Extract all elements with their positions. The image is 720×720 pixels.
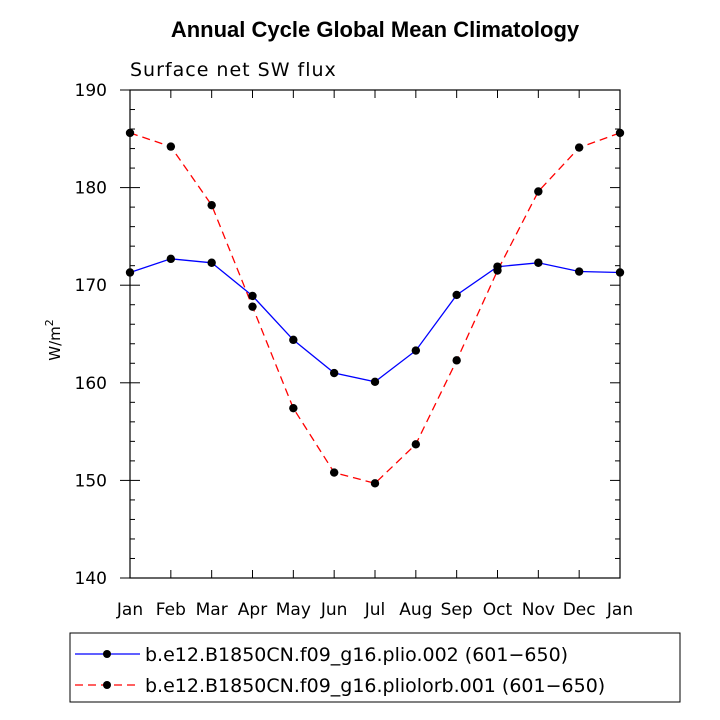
y-tick-label: 160 [75, 374, 107, 394]
legend-entry-1: b.e12.B1850CN.f09_g16.plio.002 (601−650) [75, 644, 568, 666]
series-2-point [289, 403, 298, 413]
svg-text:W/m2: W/m2 [43, 319, 64, 361]
x-tick-label: Mar [196, 600, 228, 620]
series-2-point [125, 128, 135, 138]
x-tick-label: Jun [320, 600, 348, 620]
x-tick-label: Dec [563, 600, 596, 620]
series-1-point [452, 290, 461, 300]
series-1-point [125, 268, 135, 277]
series-line-1 [129, 258, 621, 383]
series-2-point [615, 128, 625, 138]
y-tick-label: 180 [75, 179, 107, 199]
series-1-point [615, 268, 625, 277]
series-2-point [411, 440, 421, 449]
legend-entry-2: b.e12.B1850CN.f09_g16.pliolorb.001 (601−… [75, 675, 605, 697]
series-1-point [248, 291, 257, 301]
x-tick-label: Nov [522, 600, 555, 620]
series-2-point [329, 468, 339, 477]
series-2-point [166, 142, 176, 151]
series-2-point [493, 266, 502, 275]
series-2-point [574, 143, 584, 152]
series-1-point [329, 368, 339, 378]
legend-label-1: b.e12.B1850CN.f09_g16.plio.002 (601−650) [145, 644, 568, 666]
y-axis: 140 150 160 170 180 190 [75, 81, 620, 589]
legend-marker-1 [103, 650, 111, 658]
x-tick-label: Aug [399, 600, 432, 620]
x-tick-label: Jan [116, 600, 143, 620]
series-2-point [534, 187, 543, 196]
legend-box [69, 632, 681, 703]
series-2-point [452, 356, 461, 365]
series-1-point [411, 346, 421, 355]
y-tick-label: 150 [75, 471, 107, 491]
series-1-point [370, 377, 380, 387]
y-axis-label-text: W/m [46, 326, 64, 361]
series-1-point [289, 335, 298, 345]
x-axis: Jan Feb Mar Apr May Jun Jul Aug Sep Oct Nov Dec Jan [116, 90, 633, 620]
x-tick-label: Sep [441, 600, 473, 620]
chart-subtitle: Surface net SW flux [130, 59, 337, 81]
chart-title: Annual Cycle Global Mean Climatology [171, 17, 580, 42]
series-2-point [207, 200, 216, 210]
series-1-point [166, 254, 176, 264]
series-1-point [574, 267, 584, 276]
plot-frame [129, 89, 621, 579]
series-1-point [534, 258, 543, 267]
x-tick-label: Jul [364, 600, 386, 620]
x-tick-label: Jan [606, 600, 633, 620]
series-2-point [248, 302, 257, 311]
series-1-point [207, 258, 216, 267]
y-tick-label: 190 [75, 81, 107, 101]
x-tick-label: Apr [238, 600, 267, 620]
y-axis-label: W/m2 [43, 319, 64, 361]
legend-label-2: b.e12.B1850CN.f09_g16.pliolorb.001 (601−… [145, 675, 605, 697]
y-axis-label-exponent: 2 [43, 319, 56, 326]
y-tick-label: 140 [75, 569, 107, 589]
series-line-2 [129, 132, 621, 485]
legend-marker-2 [103, 681, 111, 689]
x-tick-label: Feb [156, 600, 186, 620]
x-tick-label: May [276, 600, 311, 620]
y-tick-label: 170 [75, 276, 107, 296]
series-layer [125, 128, 625, 488]
x-tick-label: Oct [483, 600, 513, 620]
series-2-point [370, 479, 380, 488]
